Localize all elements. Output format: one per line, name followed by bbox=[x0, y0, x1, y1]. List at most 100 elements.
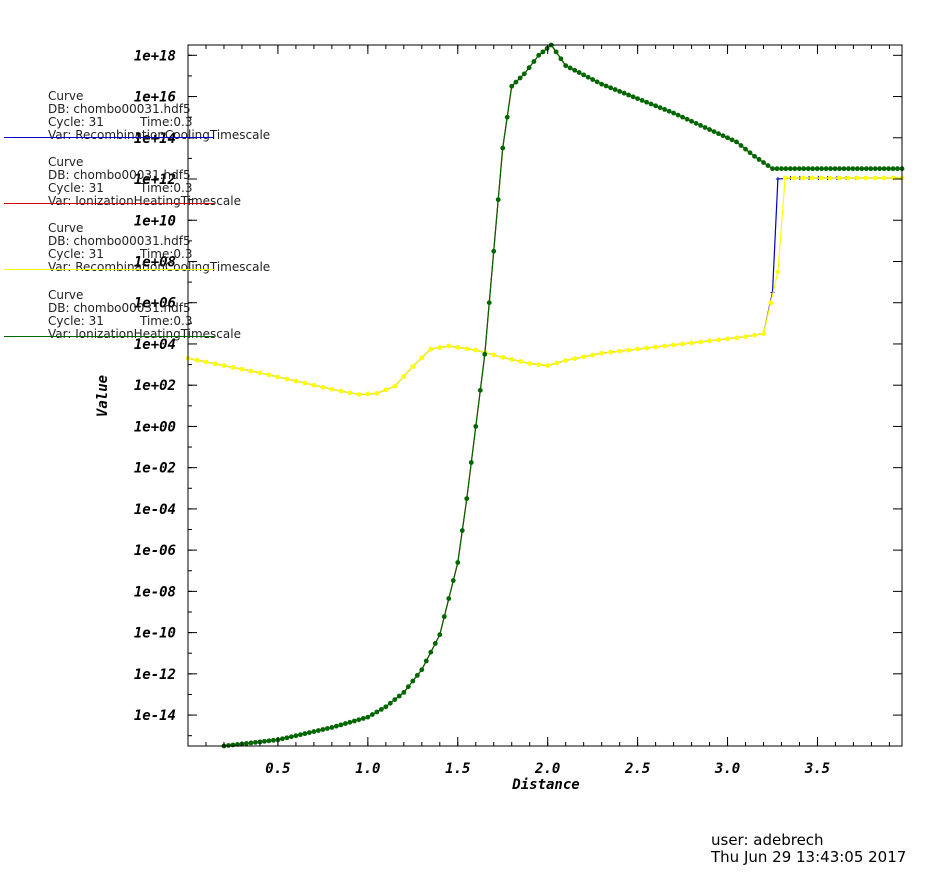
data-point bbox=[653, 344, 659, 350]
plot-frame bbox=[187, 44, 903, 747]
data-point bbox=[441, 614, 447, 620]
data-point bbox=[693, 120, 699, 126]
data-point bbox=[734, 335, 739, 341]
data-point bbox=[594, 79, 600, 85]
data-point bbox=[320, 727, 326, 732]
legend-title: Curve bbox=[48, 288, 84, 302]
data-point bbox=[707, 338, 712, 344]
data-point bbox=[437, 345, 443, 350]
legend-swatch bbox=[4, 269, 214, 270]
data-point bbox=[374, 709, 380, 715]
data-point bbox=[374, 391, 380, 396]
y-tick-label: 1e+04 bbox=[134, 337, 176, 353]
data-point bbox=[657, 105, 663, 111]
data-point bbox=[863, 166, 869, 172]
data-point bbox=[554, 360, 560, 366]
data-point bbox=[410, 364, 416, 370]
data-point bbox=[635, 346, 641, 352]
data-point bbox=[446, 343, 452, 349]
data-point bbox=[558, 56, 564, 62]
data-point bbox=[846, 166, 851, 172]
data-point bbox=[253, 739, 258, 745]
x-axis-title: Distance bbox=[511, 777, 579, 793]
data-point bbox=[845, 175, 851, 181]
x-tick-label: 0.5 bbox=[265, 761, 290, 777]
data-point bbox=[881, 175, 887, 181]
data-point bbox=[756, 157, 762, 162]
data-point bbox=[347, 719, 353, 725]
data-point bbox=[244, 741, 249, 746]
legend-cycle: Cycle: 31 bbox=[48, 247, 104, 261]
data-point bbox=[827, 175, 833, 181]
legend-time: Time:0.3 bbox=[140, 247, 193, 261]
data-point bbox=[783, 166, 789, 172]
x-tick-label: 1.0 bbox=[355, 761, 380, 777]
legend-db: DB: chombo00031.hdf5 bbox=[48, 301, 191, 315]
data-point bbox=[464, 346, 470, 352]
data-point bbox=[428, 649, 434, 655]
curves-layer bbox=[185, 42, 905, 749]
legend-swatch bbox=[4, 137, 214, 138]
legend-swatch bbox=[4, 336, 214, 337]
data-point bbox=[805, 166, 811, 172]
data-point bbox=[716, 337, 721, 343]
data-point bbox=[333, 723, 339, 729]
data-point bbox=[491, 352, 497, 358]
data-point bbox=[401, 689, 407, 695]
data-point bbox=[854, 175, 860, 181]
data-point bbox=[266, 738, 272, 744]
series-line bbox=[187, 177, 902, 396]
data-point bbox=[351, 718, 357, 724]
data-point bbox=[446, 596, 452, 601]
data-point bbox=[800, 175, 806, 181]
x-tick-label: 2.5 bbox=[624, 761, 650, 777]
y-tick-label: 1e-08 bbox=[134, 584, 176, 600]
legend-db: DB: chombo00031.hdf5 bbox=[48, 168, 191, 182]
data-point bbox=[809, 175, 815, 181]
data-point bbox=[526, 65, 532, 71]
data-point bbox=[761, 160, 766, 165]
data-point bbox=[711, 129, 717, 134]
data-point bbox=[747, 150, 753, 156]
legend-title: Curve bbox=[48, 89, 84, 103]
data-point bbox=[468, 460, 474, 465]
data-point bbox=[423, 658, 429, 664]
data-point bbox=[392, 383, 398, 389]
y-tick-label: 1e+18 bbox=[134, 48, 176, 64]
data-point bbox=[477, 387, 483, 393]
legend-var: Var: IonizationHeatingTimescale bbox=[48, 194, 241, 208]
data-point bbox=[387, 700, 393, 706]
data-point bbox=[563, 63, 569, 69]
data-point bbox=[671, 110, 676, 116]
x-tick-label: 3.5 bbox=[804, 761, 830, 777]
data-point bbox=[841, 166, 847, 172]
data-point bbox=[774, 166, 780, 172]
series-line bbox=[187, 177, 902, 396]
data-point bbox=[495, 197, 501, 203]
legend-var: Var: IonizationHeatingTimescale bbox=[48, 327, 241, 341]
data-point bbox=[553, 49, 559, 55]
data-point bbox=[482, 351, 488, 357]
data-point bbox=[662, 343, 667, 349]
data-point bbox=[509, 357, 515, 362]
data-point bbox=[796, 166, 802, 172]
data-point bbox=[302, 380, 308, 386]
data-point bbox=[671, 342, 676, 348]
data-point bbox=[306, 730, 312, 735]
data-point bbox=[859, 166, 865, 172]
data-point bbox=[212, 361, 218, 367]
data-point bbox=[837, 166, 842, 172]
data-point bbox=[329, 725, 335, 730]
data-point bbox=[787, 166, 793, 172]
x-tick-label: 3.0 bbox=[714, 761, 740, 777]
data-point bbox=[621, 90, 627, 96]
data-point bbox=[734, 139, 739, 145]
data-point bbox=[689, 340, 694, 346]
data-point bbox=[779, 166, 784, 172]
data-point bbox=[608, 85, 614, 91]
data-point bbox=[743, 334, 748, 340]
data-point bbox=[284, 376, 290, 382]
data-point bbox=[765, 163, 771, 169]
data-point bbox=[585, 74, 591, 80]
data-point bbox=[639, 98, 645, 103]
